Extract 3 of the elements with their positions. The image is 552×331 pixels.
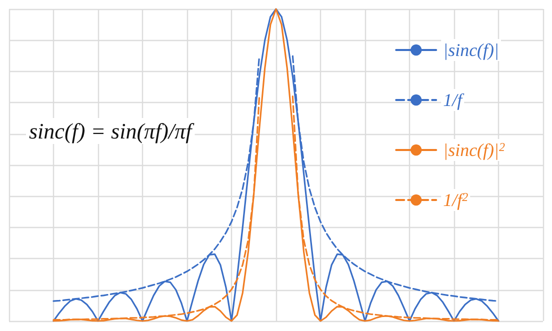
annotation: sinc(f) = sin(πf)/πf <box>29 118 195 144</box>
legend-label: 1/f <box>443 90 466 110</box>
legend-label: |sinc(f)| <box>443 40 500 60</box>
